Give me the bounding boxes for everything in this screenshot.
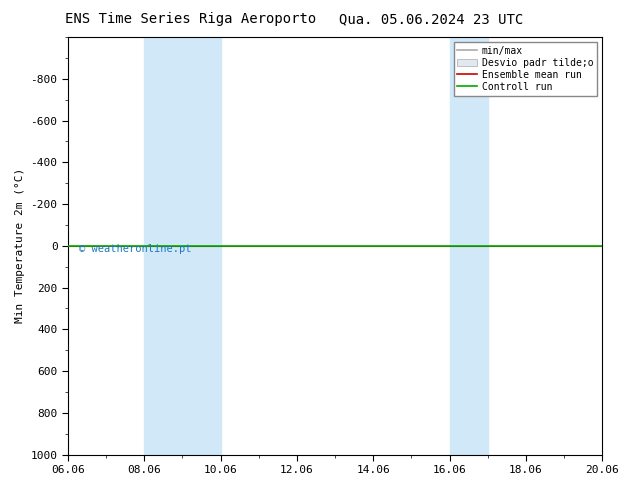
Text: Qua. 05.06.2024 23 UTC: Qua. 05.06.2024 23 UTC [339,12,523,26]
Bar [145,37,221,455]
Text: © weatheronline.pt: © weatheronline.pt [79,244,191,254]
Y-axis label: Min Temperature 2m (°C): Min Temperature 2m (°C) [15,168,25,323]
Text: ENS Time Series Riga Aeroporto: ENS Time Series Riga Aeroporto [65,12,316,26]
Legend: min/max, Desvio padr tilde;o, Ensemble mean run, Controll run: min/max, Desvio padr tilde;o, Ensemble m… [453,42,597,96]
Bar [450,37,488,455]
